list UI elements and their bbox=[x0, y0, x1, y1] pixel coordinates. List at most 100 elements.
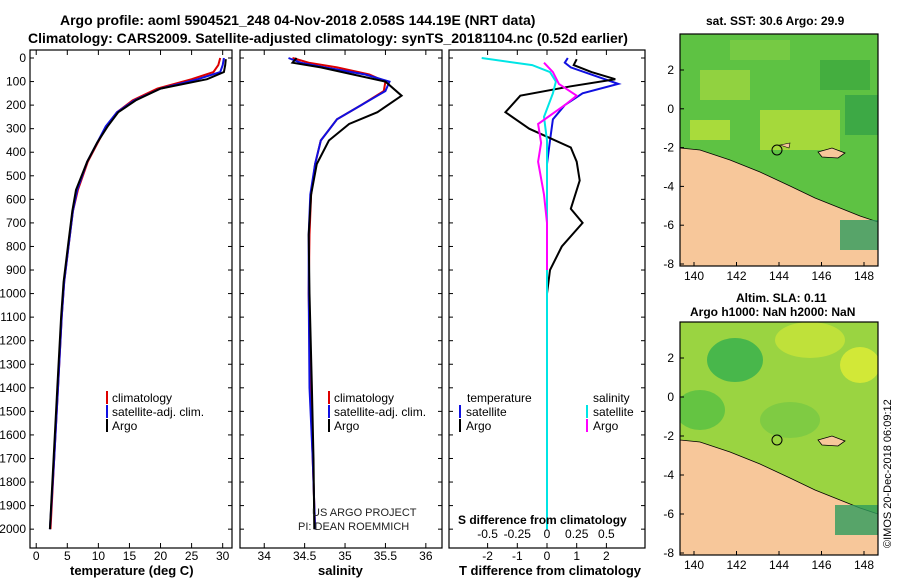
series-line-temperature-argo bbox=[503, 58, 616, 294]
depth-tick-label: 1100 bbox=[0, 310, 26, 324]
x-tick-label: 0 bbox=[33, 549, 40, 563]
legend-label-satellite: satellite-adj. clim. bbox=[112, 405, 204, 419]
s-tick-label: -0.25 bbox=[504, 527, 532, 541]
map-x-tick-label: 140 bbox=[684, 269, 704, 283]
s-tick-label: 0.25 bbox=[565, 527, 589, 541]
argo-location-marker bbox=[771, 144, 783, 156]
s-tick-label: -0.5 bbox=[477, 527, 498, 541]
depth-tick-label: 1500 bbox=[0, 404, 26, 418]
depth-tick-label: 400 bbox=[6, 145, 26, 159]
series-line-argo bbox=[48, 59, 227, 530]
series-line-satellite-adj-clim- bbox=[288, 57, 391, 530]
difference-legend: temperature salinity satellite Argo sate… bbox=[458, 391, 634, 527]
s-tick-label: 0.5 bbox=[598, 527, 615, 541]
depth-axis-labels: 0 100 200 300 400 500 600 700 800 900 1000 1100 1200… bbox=[0, 51, 26, 536]
map-y-tick-label: -8 bbox=[663, 546, 674, 560]
map-x-tick-label: 140 bbox=[684, 558, 704, 572]
axes-ticks bbox=[30, 50, 645, 548]
x-tick-label: 10 bbox=[92, 549, 106, 563]
map-x-tick-label: 142 bbox=[726, 269, 746, 283]
sla-map-title-line2: Argo h1000: NaN h2000: NaN bbox=[690, 305, 855, 319]
x-tick-label: -2 bbox=[482, 549, 493, 563]
sst-patch bbox=[845, 95, 878, 135]
depth-tick-label: 1800 bbox=[0, 475, 26, 489]
series-line-salinity-satellite bbox=[481, 57, 557, 530]
footer-container: ©IMOS 20-Dec-2018 06:09:12 bbox=[878, 300, 896, 550]
sla-high bbox=[775, 322, 845, 358]
depth-tick-label: 500 bbox=[6, 169, 26, 183]
sla-map-axes: 140 142 144 146 148 2 0 -2 -4 -6 -8 bbox=[663, 351, 874, 572]
map-x-tick-label: 148 bbox=[854, 558, 874, 572]
sst-map-title: sat. SST: 30.6 Argo: 29.9 bbox=[706, 14, 845, 28]
depth-tick-label: 800 bbox=[6, 239, 26, 253]
map-x-tick-label: 144 bbox=[769, 269, 789, 283]
sst-map: sat. SST: 30.6 Argo: 29.9 140 142 144 146 14… bbox=[663, 14, 879, 283]
legend-title-salinity: salinity bbox=[593, 391, 630, 405]
map-y-tick-label: -4 bbox=[663, 179, 674, 193]
depth-tick-label: 600 bbox=[6, 192, 26, 206]
x-tick-label: 35.5 bbox=[374, 549, 398, 563]
sst-map-axes: 140 142 144 146 148 2 0 -2 -4 -6 -8 bbox=[663, 63, 874, 283]
depth-tick-label: 1400 bbox=[0, 381, 26, 395]
legend-label-climatology: climatology bbox=[334, 391, 394, 405]
depth-tick-label: 1300 bbox=[0, 357, 26, 371]
x-tick-label: 34.5 bbox=[293, 549, 317, 563]
x-tick-label: 25 bbox=[185, 549, 199, 563]
map-y-tick-label: -6 bbox=[663, 218, 674, 232]
depth-tick-label: 0 bbox=[19, 51, 26, 65]
depth-tick-label: 300 bbox=[6, 122, 26, 136]
footer-svg: ©IMOS 20-Dec-2018 06:09:12 bbox=[882, 399, 894, 548]
legend-label-satellite: satellite-adj. clim. bbox=[334, 405, 426, 419]
sst-patch bbox=[690, 120, 730, 140]
argo-location-marker bbox=[771, 434, 783, 446]
map-y-tick-label: 2 bbox=[667, 63, 674, 77]
sst-patch bbox=[760, 110, 840, 150]
island bbox=[817, 435, 846, 447]
legend-label-s-argo: Argo bbox=[593, 419, 619, 433]
x-tick-labels: 0 5 10 15 20 25 30 34 34.5 35 35.5 36 -2 -1 0 1 2 -0.5 -0.… bbox=[33, 527, 615, 563]
sst-patch bbox=[730, 40, 790, 60]
depth-tick-label: 1200 bbox=[0, 334, 26, 348]
sla-map-title-line1: Altim. SLA: 0.11 bbox=[736, 291, 827, 305]
salinity-panel-frame bbox=[239, 49, 443, 549]
map-y-tick-label: 0 bbox=[667, 390, 674, 404]
land-new-guinea bbox=[680, 439, 878, 555]
x-tick-label: 36 bbox=[419, 549, 433, 563]
s-tick-label: 0 bbox=[544, 527, 551, 541]
island bbox=[778, 142, 791, 149]
depth-tick-label: 1000 bbox=[0, 287, 26, 301]
figure-title-line1: Argo profile: aoml 5904521_248 04-Nov-20… bbox=[60, 12, 535, 28]
depth-tick-label: 700 bbox=[6, 216, 26, 230]
temperature-xlabel: temperature (deg C) bbox=[70, 563, 194, 578]
legend-label-argo: Argo bbox=[112, 419, 138, 433]
credit-pi: PI: DEAN ROEMMICH bbox=[298, 521, 409, 533]
depth-tick-label: 1900 bbox=[0, 499, 26, 513]
depth-tick-label: 200 bbox=[6, 98, 26, 112]
sla-mid bbox=[760, 402, 820, 438]
depth-tick-label: 1700 bbox=[0, 451, 26, 465]
map-y-tick-label: -6 bbox=[663, 507, 674, 521]
series-line-climatology bbox=[49, 57, 222, 530]
map-y-tick-label: -8 bbox=[663, 257, 674, 271]
series-line-climatology bbox=[292, 57, 387, 530]
sst-patch bbox=[700, 70, 750, 100]
sla-high bbox=[840, 347, 878, 383]
map-x-tick-label: 144 bbox=[769, 558, 789, 572]
x-tick-label: 2 bbox=[603, 549, 610, 563]
sla-coastal-water bbox=[835, 505, 878, 535]
map-y-tick-label: -2 bbox=[663, 429, 674, 443]
legend-label-t-satellite: satellite bbox=[466, 405, 507, 419]
depth-tick-label: 900 bbox=[6, 263, 26, 277]
x-tick-label: 35 bbox=[338, 549, 352, 563]
legend-label-argo: Argo bbox=[334, 419, 360, 433]
legend-label-climatology: climatology bbox=[112, 391, 172, 405]
map-y-tick-label: -4 bbox=[663, 468, 674, 482]
map-y-tick-label: -2 bbox=[663, 141, 674, 155]
land-new-guinea bbox=[680, 147, 878, 266]
sst-coastal-water bbox=[840, 220, 878, 250]
sla-map: Altim. SLA: 0.11 Argo h1000: NaN h2000: … bbox=[663, 291, 879, 572]
x-tick-label: 0 bbox=[544, 549, 551, 563]
legend-label-t-argo: Argo bbox=[466, 419, 492, 433]
depth-tick-label: 2000 bbox=[0, 522, 26, 536]
series-line-temperature-satellite bbox=[546, 57, 622, 530]
